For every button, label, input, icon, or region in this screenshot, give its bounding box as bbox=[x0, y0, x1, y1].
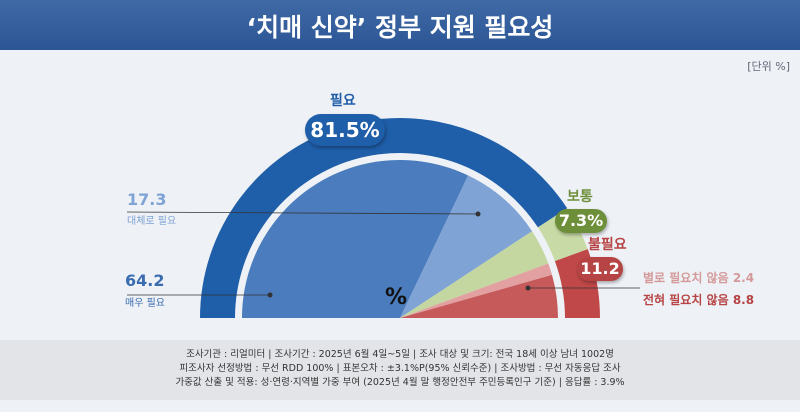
outer-label-need: 필요 bbox=[330, 93, 356, 109]
some-value: 17.3 bbox=[127, 190, 167, 209]
header-bar: ‘치매 신약’ 정부 지원 필요성 bbox=[0, 0, 800, 50]
inner-slice-3 bbox=[400, 263, 553, 318]
notmuch-label: 별로 필요치 않음 2.4 bbox=[643, 271, 755, 285]
very-label: 매우 필요 bbox=[125, 298, 165, 309]
inner-slice-2 bbox=[400, 231, 549, 318]
very-value: 64.2 bbox=[125, 271, 165, 290]
footer-line: 조사기관 : 리얼미터 | 조사기간 : 2025년 6월 4일~5일 | 조사… bbox=[186, 349, 614, 360]
chart-title: ‘치매 신약’ 정부 지원 필요성 bbox=[246, 13, 554, 42]
some-label: 대체로 필요 bbox=[127, 216, 177, 227]
outer-slice-1 bbox=[537, 208, 588, 262]
leader-some-dot bbox=[475, 211, 481, 217]
leader-very-dot bbox=[267, 292, 273, 298]
center-label: % bbox=[385, 285, 408, 310]
unit-label: [단위 %] bbox=[747, 60, 790, 73]
inner-slice-4 bbox=[400, 274, 558, 318]
outer-value-neutral: 7.3% bbox=[555, 209, 607, 233]
footer-line: 피조사자 선정방법 : 무선 RDD 100% | 표본오차 : ±3.1%P(… bbox=[179, 363, 621, 374]
outer-slice-0 bbox=[200, 118, 568, 318]
inner-slice-0 bbox=[242, 160, 469, 318]
outer-value-notneed: 11.2 bbox=[577, 257, 623, 281]
leader-some bbox=[126, 211, 479, 215]
survey-footer: 조사기관 : 리얼미터 | 조사기간 : 2025년 6월 4일~5일 | 조사… bbox=[0, 340, 800, 400]
leader-notneed-dot bbox=[525, 285, 531, 291]
footer-line: 가중값 산출 및 적용: 성·연령·지역별 가중 부여 (2025년 4월 말 … bbox=[175, 377, 625, 388]
outer-label-neutral: 보통 bbox=[567, 189, 593, 205]
outer-value-need: 81.5% bbox=[305, 114, 385, 146]
inner-slice-1 bbox=[400, 175, 533, 318]
notall-label: 전혀 필요치 않음 8.8 bbox=[643, 293, 755, 307]
outer-label-notneed: 불필요 bbox=[588, 237, 627, 253]
